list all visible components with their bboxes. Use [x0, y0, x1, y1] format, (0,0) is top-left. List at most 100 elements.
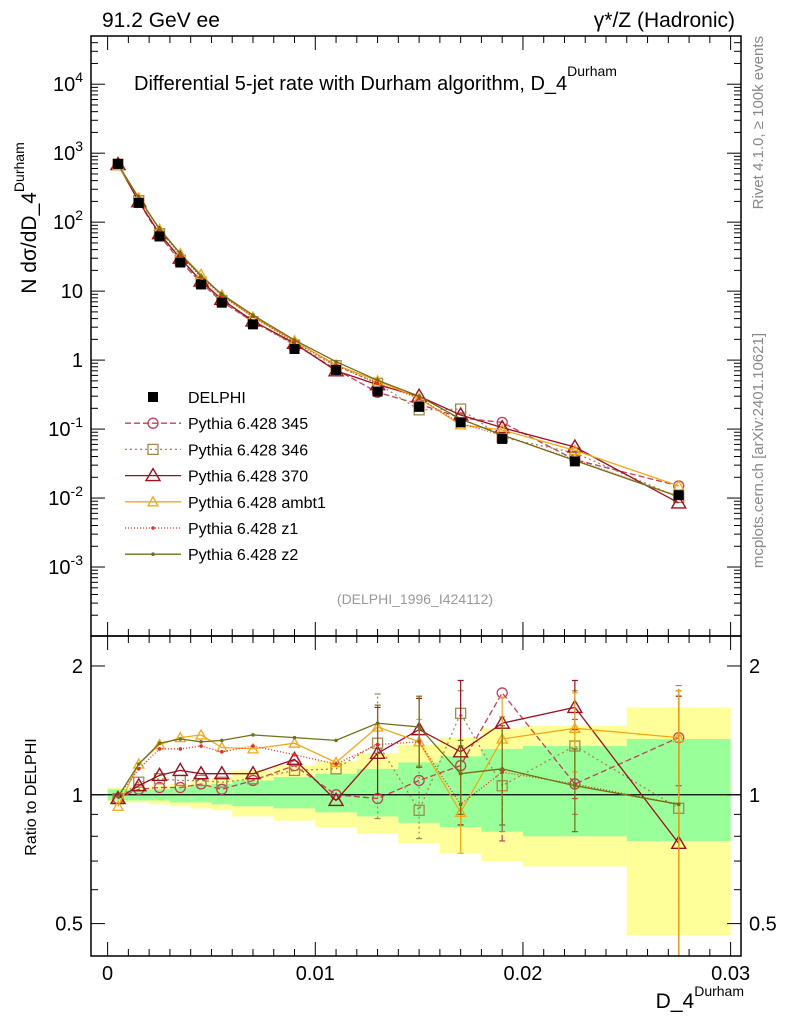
data-point — [454, 805, 467, 817]
data-point — [375, 378, 380, 383]
data-point — [331, 364, 342, 375]
data-point — [192, 765, 210, 780]
y-tick-label: 10-1 — [48, 414, 83, 441]
ratio-frame — [90, 635, 742, 957]
y-axis-label-super: Durham — [11, 142, 27, 192]
data-point — [109, 790, 127, 805]
data-point — [569, 456, 580, 467]
data-point — [288, 736, 301, 748]
data-point — [199, 274, 203, 278]
data-point — [116, 794, 120, 799]
data-point — [178, 737, 183, 741]
data-point — [375, 721, 380, 725]
y-tick-label-base: 10 — [48, 419, 70, 441]
data-point — [414, 401, 425, 412]
data-point — [175, 257, 186, 268]
data-point — [497, 433, 508, 444]
data-point — [292, 753, 297, 757]
data-point — [289, 343, 300, 354]
series-line — [117, 165, 679, 487]
legend-label: Pythia 6.428 345 — [188, 416, 308, 433]
analysis-tag: (DELPHI_1996_I424112) — [337, 591, 493, 607]
data-point — [136, 767, 141, 771]
legend-entry: Pythia 6.428 ambt1 — [125, 495, 326, 512]
data-point — [288, 764, 301, 777]
data-point — [153, 781, 166, 794]
data-point — [496, 687, 508, 699]
series-pythia-6.428-ambt1 — [111, 159, 685, 491]
y-tick-label-exp: 3 — [75, 138, 83, 154]
data-point — [220, 750, 224, 754]
data-point — [566, 438, 584, 453]
series-pythia-6.428-345 — [112, 158, 685, 492]
legend-entry: Pythia 6.428 345 — [125, 416, 308, 433]
data-point — [151, 552, 155, 556]
data-point — [216, 783, 228, 795]
data-point — [673, 490, 684, 501]
data-point — [194, 728, 208, 740]
ratio-line — [117, 741, 679, 806]
series-line — [117, 163, 679, 487]
x-tick-label: 0.02 — [503, 963, 542, 985]
data-point — [413, 804, 425, 816]
legend-label: Pythia 6.428 ambt1 — [188, 495, 326, 512]
ratio-y-tick-label: 2 — [72, 656, 83, 678]
y-tick-label-exp: 4 — [75, 69, 83, 85]
data-point — [178, 251, 183, 256]
ratio-y-tick-label-right: 1 — [749, 785, 760, 807]
data-point — [573, 783, 577, 788]
data-point — [196, 279, 207, 290]
ratio-line — [117, 706, 680, 844]
main-title: Differential 5-jet rate with Durham algo… — [134, 63, 617, 95]
y-tick-label: 1 — [72, 350, 83, 372]
main-title-super: Durham — [567, 63, 617, 79]
data-point — [413, 774, 425, 787]
data-point — [172, 762, 189, 777]
data-point — [568, 721, 581, 733]
uncertainty-band-inner — [232, 780, 274, 807]
header-right: γ*/Z (Hadronic) — [594, 9, 735, 32]
y-tick-label-base: 10 — [53, 74, 75, 96]
data-point — [493, 419, 511, 434]
series-delphi — [112, 158, 684, 501]
data-point — [676, 802, 681, 807]
y-tick-label-exp: 2 — [75, 207, 83, 223]
data-point — [154, 231, 165, 242]
data-point — [136, 762, 141, 766]
rivet-label: Rivet 4.1.0, ≥ 100k events — [750, 36, 767, 209]
legend-label: Pythia 6.428 z2 — [188, 547, 298, 564]
y-tick-label-base: 10 — [48, 488, 70, 510]
legend-label: Pythia 6.428 370 — [188, 469, 308, 486]
data-point — [568, 444, 581, 456]
header-left: 91.2 GeV ee — [102, 9, 220, 32]
data-point — [375, 381, 380, 386]
y-tick-label-base: 10 — [48, 557, 70, 579]
main-title-text: Differential 5-jet rate with Durham algo… — [134, 73, 567, 95]
data-point — [247, 319, 258, 330]
main-frame — [90, 35, 742, 637]
y-tick-label-exp: -1 — [71, 414, 84, 430]
ratio-series-pythia-6.428-z2 — [116, 695, 681, 833]
data-point — [334, 359, 338, 364]
data-point — [151, 526, 155, 530]
data-point — [246, 742, 260, 754]
y-tick-label: 104 — [53, 69, 83, 96]
data-point — [195, 774, 207, 787]
data-point — [220, 292, 224, 297]
x-tick-label: 0.01 — [296, 963, 335, 985]
ratio-y-tick-label: 1 — [72, 785, 83, 807]
y-tick-label-exp: -3 — [71, 552, 84, 568]
data-point — [292, 338, 297, 342]
y-tick-label-base: 10 — [53, 143, 75, 165]
data-point — [369, 744, 386, 760]
y-tick-label: 103 — [53, 138, 83, 165]
data-point — [157, 747, 162, 751]
data-point — [133, 776, 145, 788]
ratio-plot-panel: 0.5 0.51 12 20 0.01 0.02 0.03 Ratio to DELPHI … — [23, 635, 777, 1013]
data-point — [454, 403, 467, 415]
x-axis-label-super: Durham — [694, 983, 744, 999]
data-point — [157, 227, 162, 231]
ratio-y-tick-label: 0.5 — [55, 914, 83, 936]
uncertainty-band-inner — [273, 777, 316, 809]
